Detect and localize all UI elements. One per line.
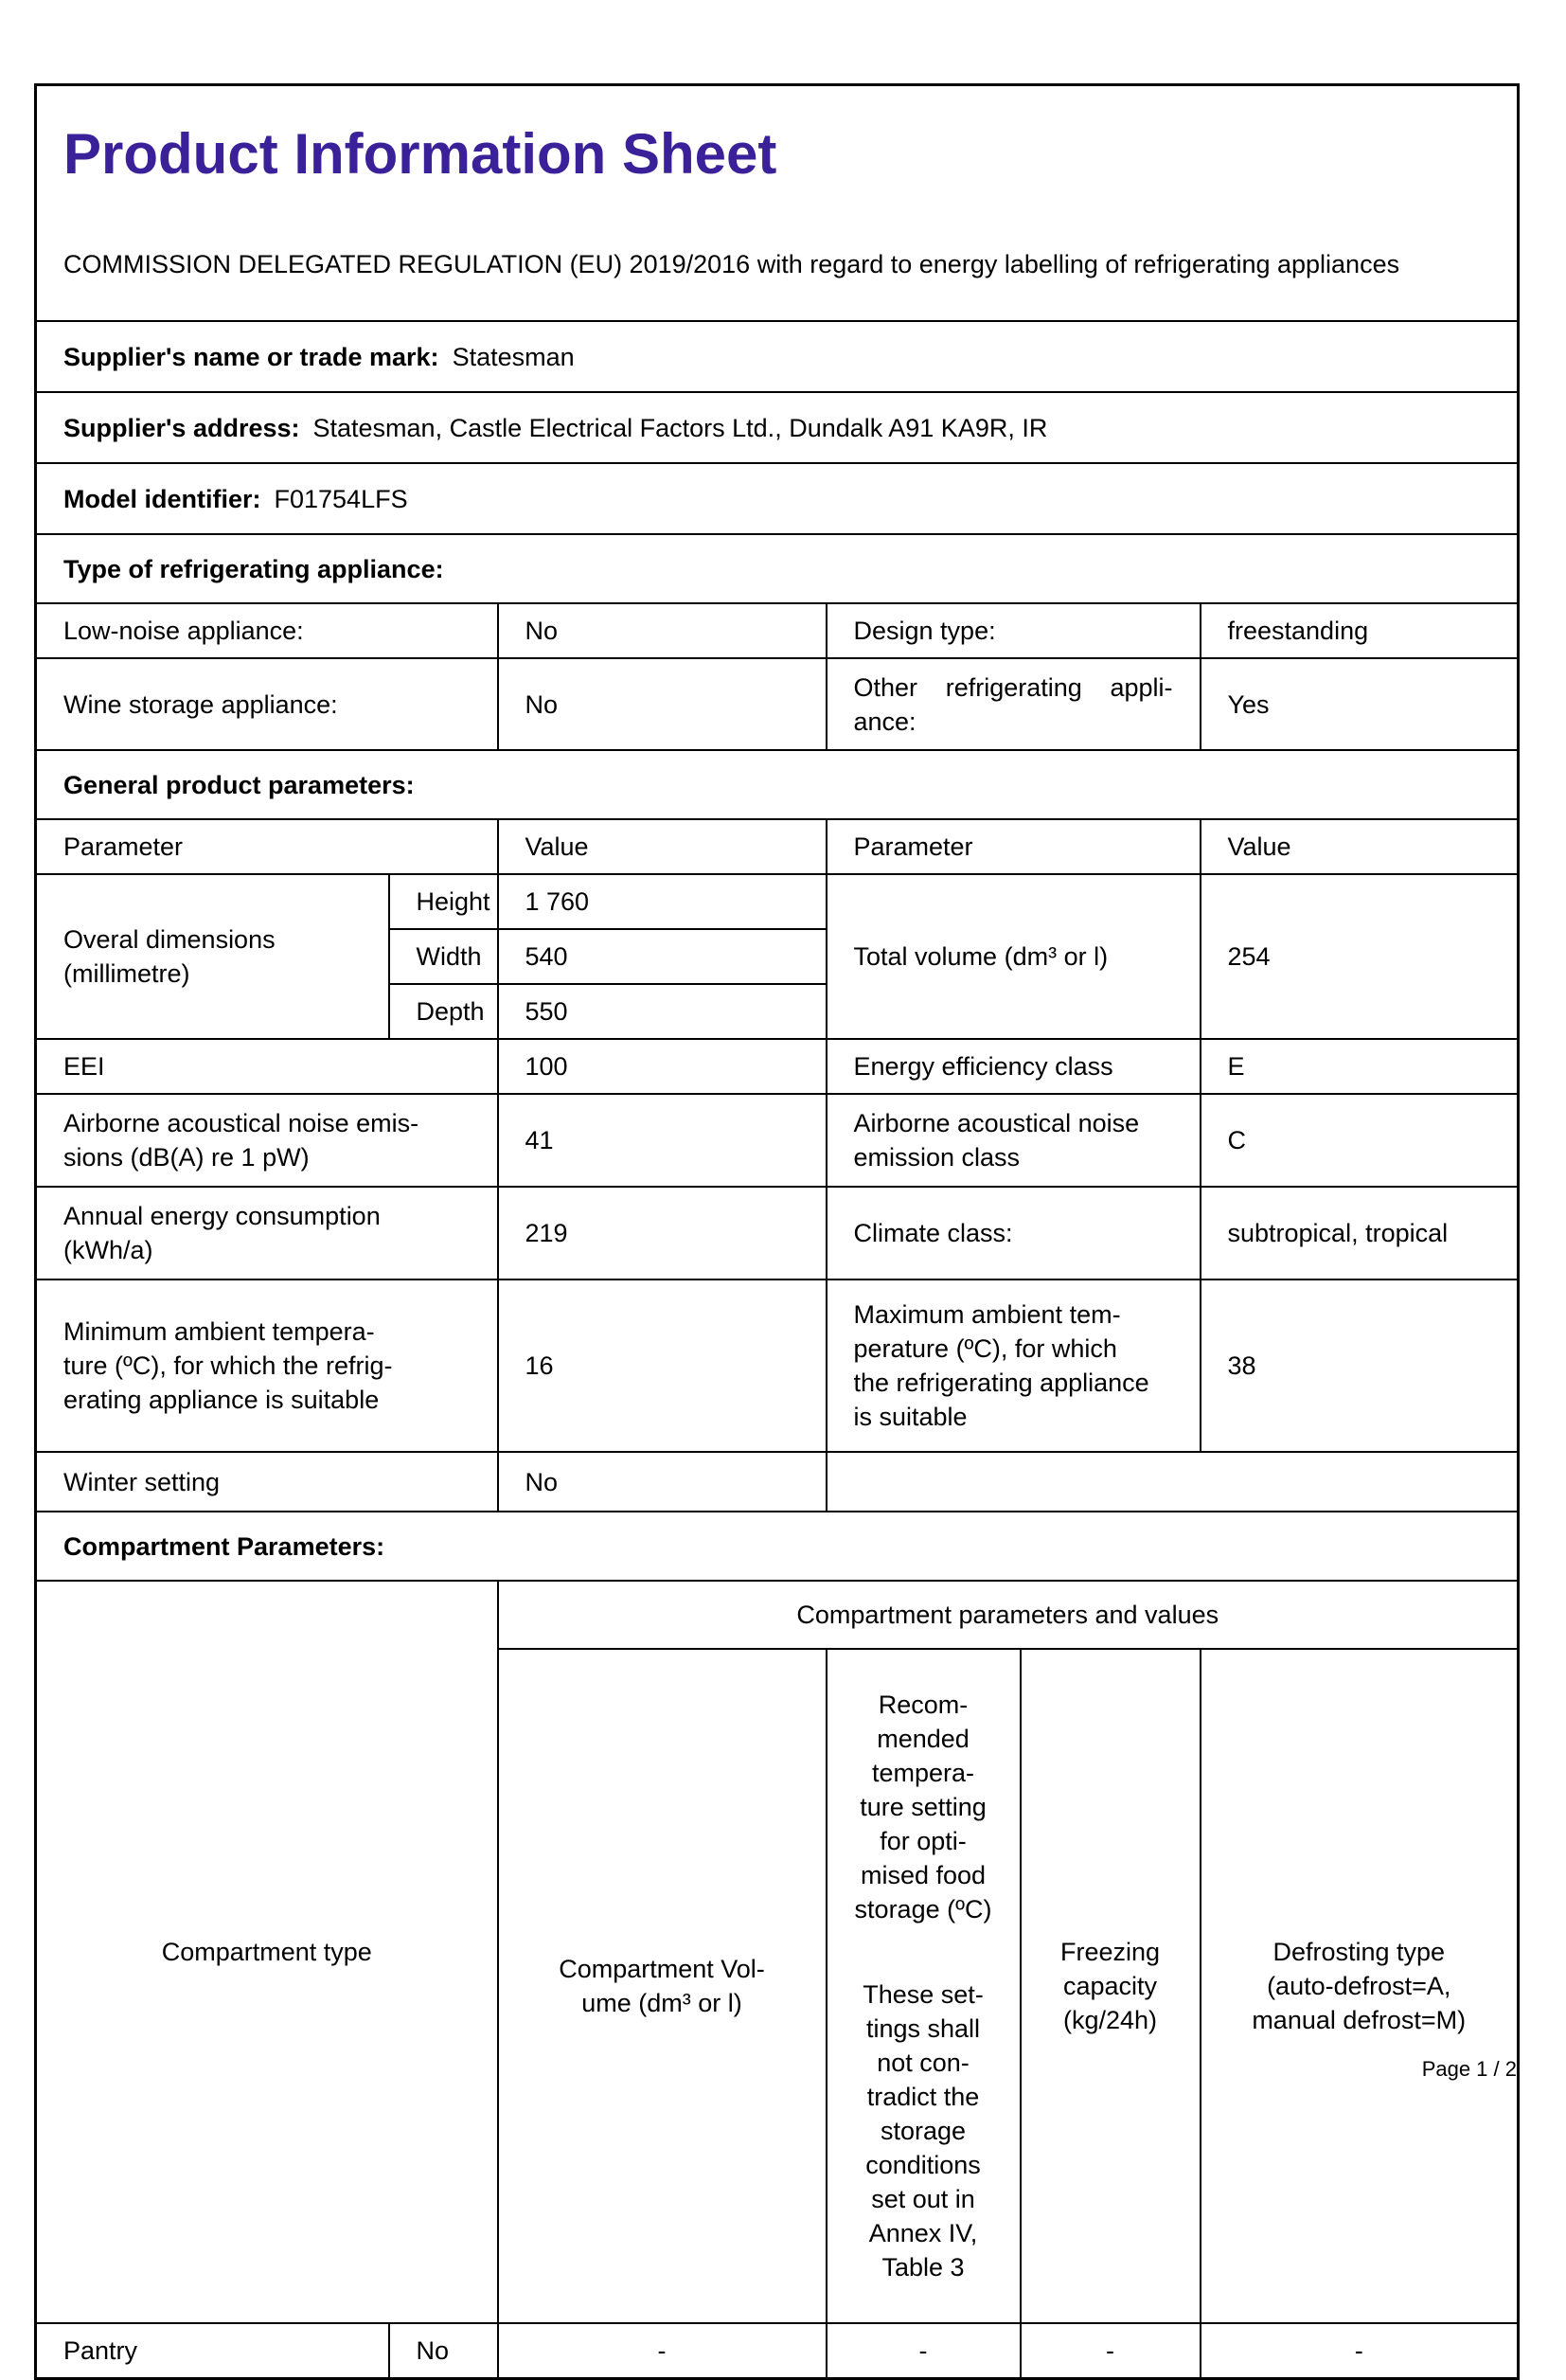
compartment-row-pantry: Pantry No - - - - (34, 2322, 1520, 2380)
supplier-address-row: Supplier's address: Statesman, Castle Ele… (34, 391, 1520, 464)
model-identifier-row: Model identifier: F01754LFS (34, 462, 1520, 535)
noise-row: Airborne acoustical noise emis- sions (d… (34, 1093, 1520, 1188)
general-section-heading: General product parameters: (34, 749, 1520, 820)
eei-label: EEI (34, 1038, 499, 1095)
supplier-name-value: Statesman (452, 342, 575, 371)
design-type-label: Design type: (825, 602, 1201, 659)
width-label: Width (387, 928, 499, 985)
other-appliance-value: Yes (1199, 657, 1520, 751)
compartment-present-value: No (387, 2322, 499, 2380)
model-identifier-cell: Model identifier: F01754LFS (34, 462, 1520, 535)
depth-label: Depth (387, 983, 499, 1040)
eei-value: 100 (496, 1038, 827, 1095)
param-header-right: Parameter (825, 818, 1201, 875)
model-identifier-label: Model identifier: (63, 484, 261, 513)
total-volume-value: 254 (1199, 873, 1520, 1040)
noise-emissions-label: Airborne acoustical noise emis- sions (d… (34, 1093, 499, 1188)
compartment-temperature-header: Recom- mended tempera- ture setting for … (825, 1648, 1022, 2324)
height-label: Height (387, 873, 499, 930)
param-header-left: Parameter (34, 818, 499, 875)
type-section-heading-row: Type of refrigerating appliance: (34, 533, 1520, 604)
depth-value: 550 (496, 983, 827, 1040)
design-type-value: freestanding (1199, 602, 1520, 659)
document-page: Product Information Sheet COMMISSION DEL… (34, 83, 1520, 2380)
low-noise-value: No (496, 602, 827, 659)
value-header-left: Value (496, 818, 827, 875)
title-cell: Product Information Sheet COMMISSION DEL… (34, 83, 1520, 322)
annual-energy-value: 219 (496, 1186, 827, 1280)
supplier-address-cell: Supplier's address: Statesman, Castle Ele… (34, 391, 1520, 464)
compartment-type-value: Pantry (34, 2322, 390, 2380)
compartment-group-header: Compartment parameters and values (496, 1580, 1520, 1650)
energy-class-label: Energy efficiency class (825, 1038, 1201, 1095)
compartment-column-header-row: Compartment Vol- ume (dm³ or l) Recom- m… (36, 1648, 1520, 2324)
compartment-freezing-value: - (1019, 2322, 1201, 2380)
supplier-address-value: Statesman, Castle Electrical Factors Ltd… (312, 413, 1048, 442)
model-identifier-value: F01754LFS (274, 484, 408, 513)
noise-class-label: Airborne acoustical noise emission class (825, 1093, 1201, 1188)
title-row: Product Information Sheet COMMISSION DEL… (34, 83, 1520, 322)
supplier-name-label: Supplier's name or trade mark: (63, 342, 439, 371)
wine-storage-label: Wine storage appliance: (34, 657, 499, 751)
low-noise-row: Low-noise appliance: No Design type: fre… (34, 602, 1520, 659)
dimensions-width-row: Width 540 (36, 928, 1519, 985)
compartment-section-heading-row: Compartment Parameters: (34, 1511, 1520, 1582)
winter-setting-empty-cell (825, 1451, 1520, 1512)
compartment-group-header-row: Compartment type Compartment parameters … (34, 1580, 1520, 2324)
page-title: Product Information Sheet (63, 122, 777, 186)
max-temp-value: 38 (1199, 1279, 1520, 1453)
max-temp-label: Maximum ambient tem- perature (ºC), for … (825, 1279, 1201, 1453)
energy-class-value: E (1199, 1038, 1520, 1095)
width-value: 540 (496, 928, 827, 985)
product-information-table: Product Information Sheet COMMISSION DEL… (34, 83, 1520, 2380)
wine-storage-value: No (496, 657, 827, 751)
supplier-name-cell: Supplier's name or trade mark: Statesman (34, 320, 1520, 393)
dimensions-height-row: Overal dimensions (millimetre) Height 1 … (34, 873, 1520, 1040)
compartment-defrost-value: - (1199, 2322, 1520, 2380)
value-header-right: Value (1199, 818, 1520, 875)
freezing-capacity-header: Freezing capacity (kg/24h) (1019, 1648, 1201, 2324)
climate-class-value: subtropical, tropical (1199, 1186, 1520, 1280)
low-noise-label: Low-noise appliance: (34, 602, 499, 659)
winter-setting-row: Winter setting No (34, 1451, 1520, 1512)
general-section-heading-row: General product parameters: (34, 749, 1520, 820)
annual-energy-label: Annual energy consumption (kWh/a) (34, 1186, 499, 1280)
other-appliance-label: Other refrigerating appli- ance: (825, 657, 1201, 751)
defrosting-type-header: Defrosting type (auto-defrost=A, manual … (1199, 1648, 1520, 2324)
page-number: Page 1 / 2 (1421, 2057, 1517, 2081)
eei-row: EEI 100 Energy efficiency class E (34, 1038, 1520, 1095)
winter-setting-label: Winter setting (34, 1451, 499, 1512)
total-volume-label: Total volume (dm³ or l) (825, 873, 1201, 1040)
compartment-volume-value: - (496, 2322, 827, 2380)
supplier-name-row: Supplier's name or trade mark: Statesman (34, 320, 1520, 393)
annual-energy-row: Annual energy consumption (kWh/a) 219 Cl… (34, 1186, 1520, 1280)
type-section-heading: Type of refrigerating appliance: (34, 533, 1520, 604)
regulation-text: COMMISSION DELEGATED REGULATION (EU) 201… (63, 250, 1400, 278)
noise-class-value: C (1199, 1093, 1520, 1188)
dimensions-label: Overal dimensions (millimetre) (34, 873, 390, 1040)
wine-storage-row: Wine storage appliance: No Other refrige… (34, 657, 1520, 751)
compartment-type-header: Compartment type (34, 1580, 499, 2324)
compartment-temperature-value: - (825, 2322, 1022, 2380)
winter-setting-value: No (496, 1451, 827, 1512)
noise-emissions-value: 41 (496, 1093, 827, 1188)
param-header-row: Parameter Value Parameter Value (34, 818, 1520, 875)
ambient-temperature-row: Minimum ambient tempera- ture (ºC), for … (34, 1279, 1520, 1453)
temperature-header-paragraph-2: These set- tings shall not con- tradict … (863, 1980, 984, 2282)
compartment-volume-header: Compartment Vol- ume (dm³ or l) (496, 1648, 827, 2324)
dimensions-depth-row: Depth 550 (36, 983, 1519, 1040)
temperature-header-paragraph-1: Recom- mended tempera- ture setting for … (854, 1691, 992, 1924)
compartment-section-heading: Compartment Parameters: (34, 1511, 1520, 1582)
supplier-address-label: Supplier's address: (63, 413, 300, 442)
min-temp-value: 16 (496, 1279, 827, 1453)
climate-class-label: Climate class: (825, 1186, 1201, 1280)
height-value: 1 760 (496, 873, 827, 930)
min-temp-label: Minimum ambient tempera- ture (ºC), for … (34, 1279, 499, 1453)
